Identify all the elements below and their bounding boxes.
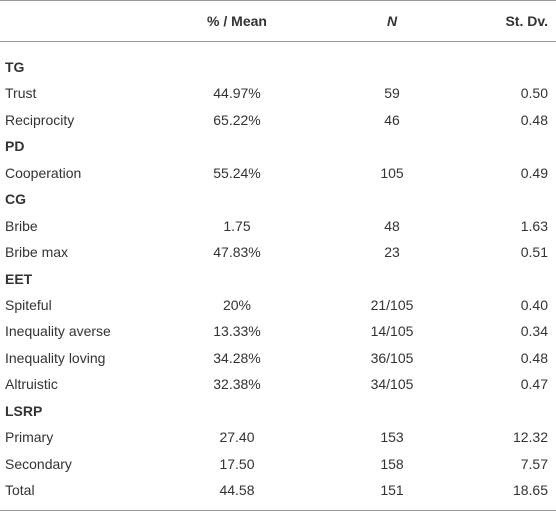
- column-header: N: [386, 13, 398, 29]
- bottom-rule: [0, 510, 556, 511]
- row-label: Spiteful: [5, 296, 52, 313]
- row-label: Inequality loving: [5, 349, 106, 366]
- cell-value: 17.50: [219, 455, 255, 472]
- cell-value: 44.97%: [213, 85, 261, 102]
- column-header: St. Dv.: [505, 13, 548, 29]
- row-label: Altruistic: [5, 376, 58, 393]
- section-title: EET: [5, 270, 33, 287]
- cell-value: 0.49: [520, 164, 548, 181]
- row-label: Total: [5, 482, 35, 499]
- cell-value: 21/105: [370, 296, 414, 313]
- cell-value: 32.38%: [213, 376, 261, 393]
- cell-value: 0.40: [520, 296, 548, 313]
- row-label: Reciprocity: [5, 111, 75, 128]
- cell-value: 7.57: [520, 455, 548, 472]
- cell-value: 36/105: [370, 349, 414, 366]
- section-title: PD: [5, 138, 25, 155]
- row-label: Bribe: [5, 217, 38, 234]
- cell-value: 59: [384, 85, 400, 102]
- cell-value: 1.63: [520, 217, 548, 234]
- cell-value: 47.83%: [213, 244, 261, 261]
- cell-value: 14/105: [370, 323, 414, 340]
- cell-value: 18.65: [512, 482, 548, 499]
- cell-value: 27.40: [219, 429, 255, 446]
- row-label: Secondary: [5, 455, 72, 472]
- row-label: Trust: [5, 85, 37, 102]
- cell-value: 48: [384, 217, 400, 234]
- cell-value: 153: [380, 429, 404, 446]
- cell-value: 34.28%: [213, 349, 261, 366]
- cell-value: 23: [384, 244, 400, 261]
- section-title: CG: [5, 191, 26, 208]
- section-title: LSRP: [5, 402, 43, 419]
- cell-value: 0.48: [520, 349, 548, 366]
- cell-value: 0.47: [520, 376, 548, 393]
- cell-value: 65.22%: [213, 111, 261, 128]
- cell-value: 151: [380, 482, 404, 499]
- cell-value: 0.48: [520, 111, 548, 128]
- row-label: Cooperation: [5, 164, 82, 181]
- cell-value: 44.58: [219, 482, 255, 499]
- cell-value: 0.50: [520, 85, 548, 102]
- cell-value: 1.75: [223, 217, 251, 234]
- cell-value: 158: [380, 455, 404, 472]
- row-label: Inequality averse: [5, 323, 111, 340]
- cell-value: 55.24%: [213, 164, 261, 181]
- cell-value: 34/105: [370, 376, 414, 393]
- column-header: % / Mean: [207, 13, 267, 29]
- cell-value: 105: [380, 164, 404, 181]
- top-rule: [0, 0, 556, 1]
- header-rule: [0, 41, 556, 42]
- cell-value: 0.34: [520, 323, 548, 340]
- cell-value: 12.32: [512, 429, 548, 446]
- section-title: TG: [5, 59, 25, 75]
- cell-value: 20%: [222, 296, 252, 313]
- row-label: Bribe max: [5, 244, 69, 261]
- cell-value: 0.51: [520, 244, 548, 261]
- cell-value: 13.33%: [213, 323, 261, 340]
- cell-value: 46: [384, 111, 400, 128]
- row-label: Primary: [5, 429, 54, 446]
